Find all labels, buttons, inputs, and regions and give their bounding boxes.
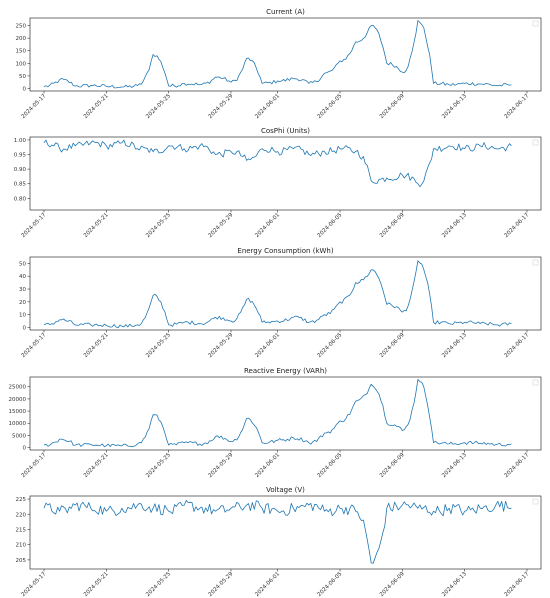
y-tick-label: 0.90 — [14, 167, 27, 173]
x-tick-label: 2024-06-09 — [379, 452, 406, 479]
y-tick-label: 40 — [19, 274, 26, 280]
y-tick-label: 220 — [16, 512, 27, 518]
x-tick-label: 2024-06-01 — [254, 332, 281, 359]
y-tick-label: 215 — [16, 527, 27, 533]
x-tick-label: 2024-05-21 — [83, 571, 110, 598]
x-tick-label: 2024-06-01 — [254, 571, 281, 598]
legend-box — [532, 259, 539, 266]
y-tick-label: 0 — [23, 446, 27, 452]
y-tick-label: 0.85 — [14, 182, 27, 188]
chart-title: CosPhi (Units) — [261, 127, 310, 135]
x-tick-label: 2024-05-17 — [21, 93, 48, 120]
x-tick-label: 2024-06-17 — [504, 332, 531, 359]
y-tick-label: 1.00 — [14, 138, 27, 144]
x-tick-label: 2024-06-17 — [504, 571, 531, 598]
x-tick-label: 2024-05-17 — [21, 212, 48, 239]
x-tick-label: 2024-05-29 — [208, 332, 235, 359]
chart-panel-1: CosPhi (Units) 0.80 0.85 0.90 0.95 1.00 2024-0… — [14, 127, 542, 239]
x-tick-label: 2024-06-05 — [317, 452, 344, 479]
x-tick-label: 2024-05-25 — [145, 212, 172, 239]
legend-box — [532, 379, 539, 386]
series-line — [43, 20, 512, 89]
x-tick-label: 2024-06-01 — [254, 212, 281, 239]
x-tick-label: 2024-06-01 — [254, 93, 281, 120]
x-tick-label: 2024-05-29 — [208, 452, 235, 479]
series-line — [43, 379, 512, 448]
chart-panel-0: Current (A) 0 50 100 150 200 250 2024-05-17 2024… — [16, 8, 542, 120]
y-tick-label: 0.95 — [14, 153, 27, 159]
x-tick-label: 2024-05-21 — [83, 452, 110, 479]
x-tick-label: 2024-06-09 — [379, 212, 406, 239]
y-tick-label: 250 — [16, 24, 27, 30]
x-tick-label: 2024-06-13 — [441, 452, 468, 479]
x-tick-label: 2024-05-29 — [208, 571, 235, 598]
x-tick-label: 2024-05-25 — [145, 332, 172, 359]
series-line — [43, 139, 512, 188]
y-tick-label: 100 — [16, 61, 27, 67]
x-tick-label: 2024-06-05 — [317, 332, 344, 359]
x-tick-label: 2024-05-17 — [21, 452, 48, 479]
y-tick-label: 50 — [19, 74, 26, 80]
x-tick-label: 2024-06-05 — [317, 93, 344, 120]
chart-title: Voltage (V) — [266, 486, 305, 494]
x-tick-label: 2024-06-09 — [379, 332, 406, 359]
y-tick-label: 0 — [23, 325, 27, 331]
y-tick-label: 0 — [23, 86, 27, 92]
x-tick-label: 2024-06-13 — [441, 571, 468, 598]
x-tick-label: 2024-05-29 — [208, 93, 235, 120]
x-tick-label: 2024-05-21 — [83, 93, 110, 120]
chart-title: Reactive Energy (VARh) — [244, 367, 327, 375]
y-tick-label: 0.80 — [14, 196, 27, 202]
legend-box — [532, 498, 539, 505]
axes-frame — [29, 17, 542, 92]
y-tick-label: 50 — [19, 261, 26, 267]
x-tick-label: 2024-06-13 — [441, 212, 468, 239]
chart-panel-3: Reactive Energy (VARh) 0 5000 10000 15000 200… — [9, 367, 542, 479]
x-tick-label: 2024-05-29 — [208, 212, 235, 239]
x-tick-label: 2024-06-17 — [504, 93, 531, 120]
y-tick-label: 225 — [16, 497, 27, 503]
axes-frame — [29, 495, 542, 570]
y-tick-label: 20 — [19, 300, 26, 306]
x-tick-label: 2024-05-17 — [21, 571, 48, 598]
chart-title: Energy Consumption (kWh) — [237, 247, 333, 255]
x-tick-label: 2024-06-13 — [441, 332, 468, 359]
chart-panel-2: Energy Consumption (kWh) 0 10 20 30 40 50 2024-… — [19, 247, 542, 359]
axes-frame — [29, 376, 542, 451]
x-tick-label: 2024-06-17 — [504, 452, 531, 479]
chart-title: Current (A) — [266, 8, 305, 16]
x-tick-label: 2024-05-21 — [83, 212, 110, 239]
legend-box — [532, 20, 539, 27]
x-tick-label: 2024-06-17 — [504, 212, 531, 239]
y-tick-label: 200 — [16, 36, 27, 42]
axes-frame — [29, 256, 542, 331]
series-line — [43, 260, 512, 329]
axes-frame — [29, 136, 542, 211]
x-tick-label: 2024-05-25 — [145, 571, 172, 598]
chart-panel-4: Voltage (V) 205 210 215 220 225 2024-05-17 2024… — [16, 486, 542, 598]
x-tick-label: 2024-05-17 — [21, 332, 48, 359]
series-line — [43, 500, 512, 564]
y-tick-label: 205 — [16, 558, 27, 564]
x-tick-label: 2024-05-25 — [145, 93, 172, 120]
y-tick-label: 150 — [16, 49, 27, 55]
y-tick-label: 25000 — [9, 385, 27, 391]
x-tick-label: 2024-06-05 — [317, 571, 344, 598]
y-tick-label: 10000 — [9, 421, 27, 427]
legend-box — [532, 139, 539, 146]
x-tick-label: 2024-05-21 — [83, 332, 110, 359]
x-tick-label: 2024-06-05 — [317, 212, 344, 239]
y-tick-label: 5000 — [12, 433, 26, 439]
y-tick-label: 10 — [19, 313, 26, 319]
x-tick-label: 2024-05-25 — [145, 452, 172, 479]
x-tick-label: 2024-06-09 — [379, 571, 406, 598]
y-tick-label: 210 — [16, 543, 27, 549]
y-tick-label: 20000 — [9, 397, 27, 403]
y-tick-label: 30 — [19, 287, 26, 293]
x-tick-label: 2024-06-09 — [379, 93, 406, 120]
x-tick-label: 2024-06-13 — [441, 93, 468, 120]
x-tick-label: 2024-06-01 — [254, 452, 281, 479]
y-tick-label: 15000 — [9, 409, 27, 415]
